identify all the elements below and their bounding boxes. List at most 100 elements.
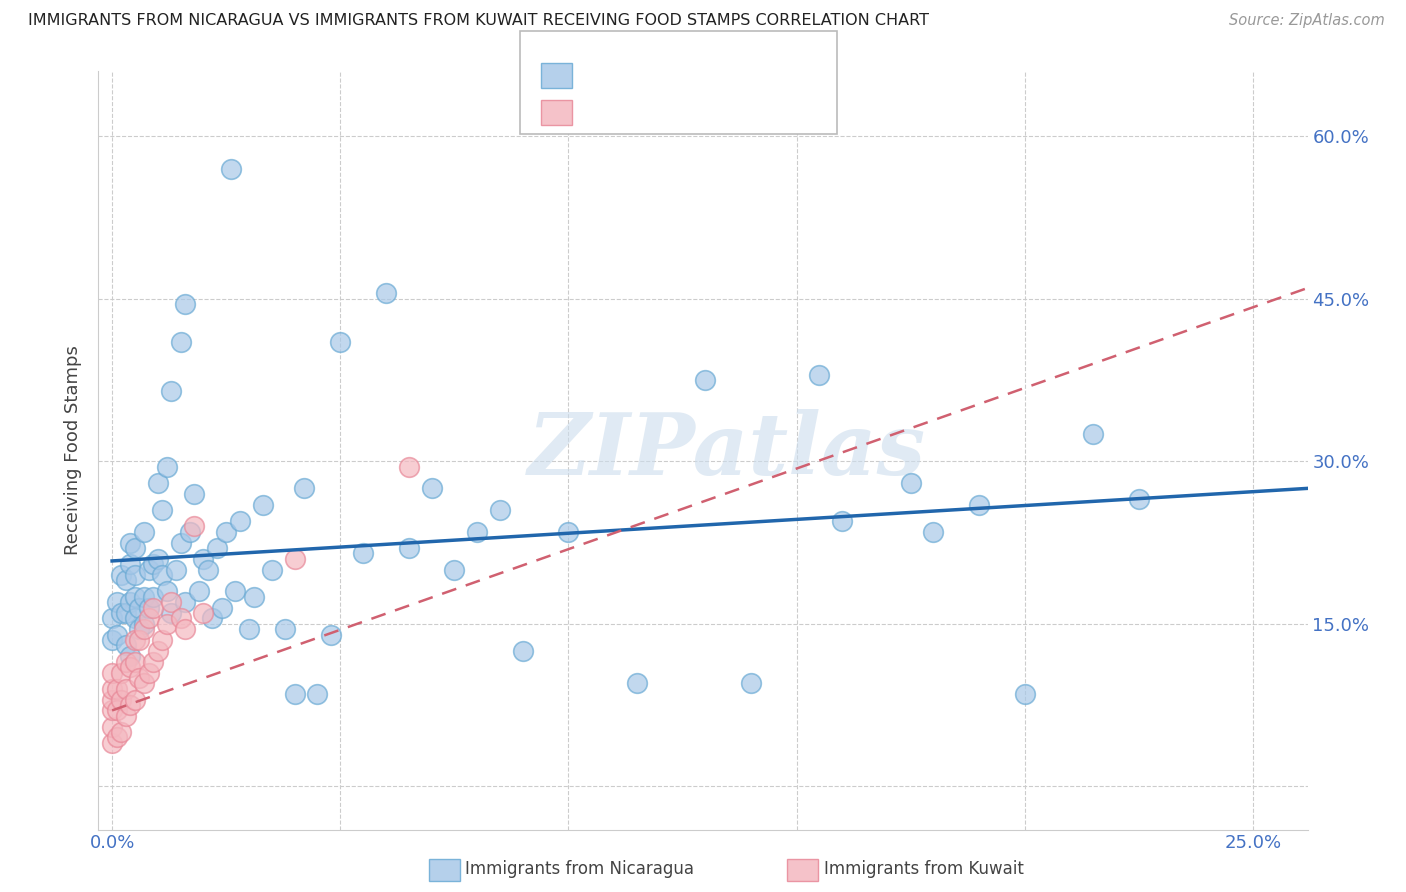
Point: [740, 676, 762, 690]
Point: [128, 633, 150, 648]
Point: [138, 563, 160, 577]
Text: R =: R =: [583, 103, 623, 121]
Point: [142, 590, 165, 604]
Point: [110, 606, 132, 620]
Point: [120, 535, 142, 549]
Point: [967, 498, 990, 512]
Point: [183, 487, 205, 501]
Point: [101, 681, 124, 696]
Point: [105, 595, 128, 609]
Point: [183, 519, 205, 533]
Point: [420, 482, 443, 496]
Text: ZIPatlas: ZIPatlas: [529, 409, 927, 492]
Text: Immigrants from Nicaragua: Immigrants from Nicaragua: [465, 860, 695, 878]
Point: [193, 551, 215, 566]
Point: [124, 633, 146, 648]
Point: [174, 297, 197, 311]
Point: [201, 611, 224, 625]
Point: [124, 568, 146, 582]
Point: [808, 368, 831, 382]
Point: [193, 606, 215, 620]
Point: [174, 595, 197, 609]
Text: 38: 38: [721, 103, 744, 121]
Point: [110, 568, 132, 582]
Point: [114, 574, 136, 588]
Point: [252, 498, 274, 512]
Point: [260, 563, 283, 577]
Point: [120, 649, 142, 664]
Point: [101, 692, 124, 706]
Point: [124, 590, 146, 604]
Point: [120, 660, 142, 674]
Point: [110, 692, 132, 706]
Text: Source: ZipAtlas.com: Source: ZipAtlas.com: [1229, 13, 1385, 29]
Text: IMMIGRANTS FROM NICARAGUA VS IMMIGRANTS FROM KUWAIT RECEIVING FOOD STAMPS CORREL: IMMIGRANTS FROM NICARAGUA VS IMMIGRANTS …: [28, 13, 929, 29]
Point: [1128, 492, 1150, 507]
Point: [146, 551, 169, 566]
Point: [443, 563, 465, 577]
Point: [374, 286, 396, 301]
Point: [128, 622, 150, 636]
Point: [321, 627, 343, 641]
Point: [169, 535, 191, 549]
Point: [150, 503, 173, 517]
Point: [292, 482, 315, 496]
Point: [160, 595, 183, 609]
Point: [307, 687, 329, 701]
Point: [160, 606, 183, 620]
Point: [242, 590, 264, 604]
Point: [512, 644, 534, 658]
Point: [900, 475, 922, 490]
Point: [124, 611, 146, 625]
Point: [489, 503, 512, 517]
Point: [557, 524, 579, 539]
Point: [224, 584, 246, 599]
Point: [101, 633, 124, 648]
Point: [146, 475, 169, 490]
Point: [138, 611, 160, 625]
Point: [156, 616, 179, 631]
Point: [352, 546, 374, 560]
Point: [124, 541, 146, 555]
Point: [169, 611, 191, 625]
Point: [114, 639, 136, 653]
Point: [229, 514, 252, 528]
Point: [150, 633, 173, 648]
Point: [101, 720, 124, 734]
Point: [156, 459, 179, 474]
Point: [138, 665, 160, 680]
Point: [142, 600, 165, 615]
Point: [114, 708, 136, 723]
Point: [205, 541, 228, 555]
Point: [101, 703, 124, 717]
Text: 0.395: 0.395: [623, 103, 675, 121]
Point: [114, 655, 136, 669]
Point: [142, 557, 165, 572]
Text: Immigrants from Kuwait: Immigrants from Kuwait: [824, 860, 1024, 878]
Point: [110, 665, 132, 680]
Point: [105, 627, 128, 641]
Point: [160, 384, 183, 398]
Text: N =: N =: [685, 67, 724, 85]
Point: [169, 335, 191, 350]
Point: [124, 692, 146, 706]
Point: [132, 590, 155, 604]
Point: [398, 541, 420, 555]
Point: [238, 622, 260, 636]
Point: [274, 622, 297, 636]
Text: R =: R =: [583, 67, 623, 85]
Point: [187, 584, 209, 599]
Point: [120, 557, 142, 572]
Point: [142, 655, 165, 669]
Point: [128, 600, 150, 615]
Point: [105, 703, 128, 717]
Point: [120, 698, 142, 712]
Point: [150, 568, 173, 582]
Point: [174, 622, 197, 636]
Point: [465, 524, 488, 539]
Point: [128, 671, 150, 685]
Point: [124, 655, 146, 669]
Point: [110, 725, 132, 739]
Point: [284, 687, 307, 701]
Point: [626, 676, 648, 690]
